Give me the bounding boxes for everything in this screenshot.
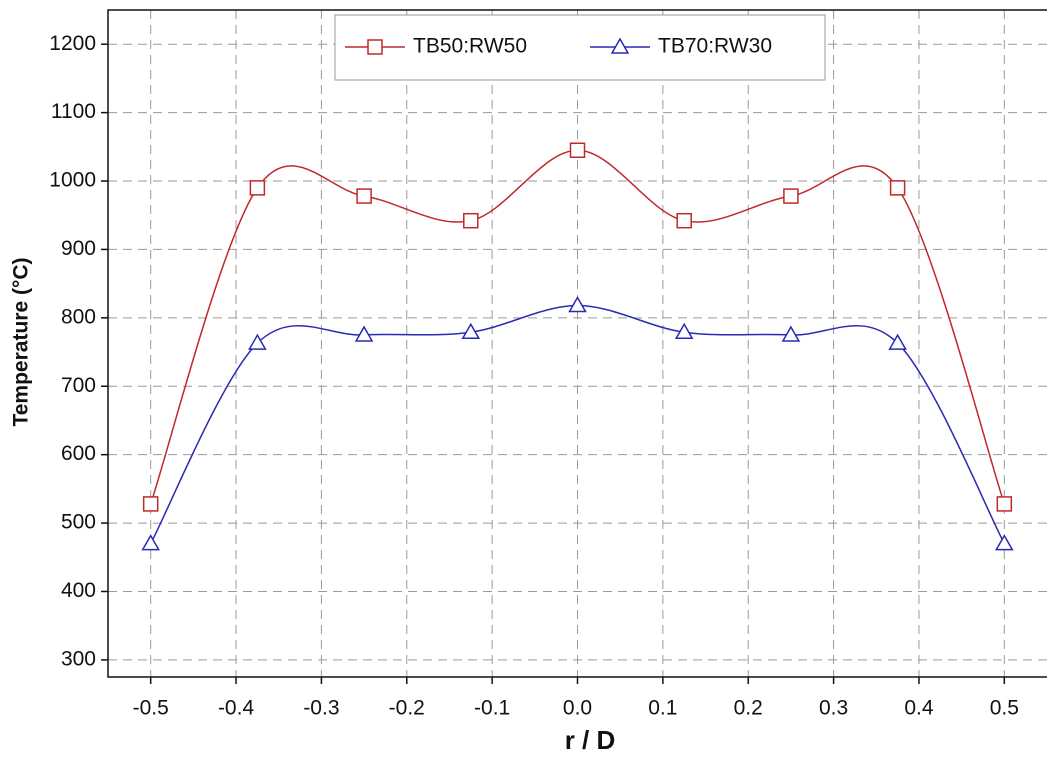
marker [569,142,586,158]
y-tick-label: 400 [61,579,96,602]
y-tick-label: 700 [61,374,96,397]
y-tick-label: 500 [61,511,96,534]
legend-marker [367,39,383,55]
x-tick-label: -0.4 [218,697,255,720]
x-axis-label: r / D [565,725,616,755]
x-tick-label: 0.2 [734,697,763,720]
x-tick-label: -0.3 [303,697,339,720]
axis-frame [107,9,1047,678]
marker [888,333,907,350]
x-tick-label: 0.4 [904,697,934,720]
legend-box [334,14,826,81]
marker [141,534,160,551]
y-tick-label: 900 [61,237,96,260]
y-tick-label: 600 [61,442,96,465]
marker [461,322,481,339]
x-tick-label: 0.1 [648,697,677,720]
marker [889,180,906,196]
x-tick-label: 0.5 [990,697,1019,720]
marker [783,188,799,204]
x-tick-label: 0.0 [563,697,592,720]
y-tick-label: 800 [61,305,96,328]
marker [248,333,267,350]
legend-marker [610,37,630,54]
marker [354,325,374,342]
y-tick-label: 1100 [51,100,96,123]
y-tick-label: 300 [61,647,96,670]
marker [568,296,587,313]
marker [996,496,1013,512]
marker [142,496,159,512]
x-tick-label: 0.3 [819,697,848,720]
y-axis-label: Temperature (°C) [10,257,33,426]
marker [995,534,1014,551]
x-tick-label: -0.1 [474,697,510,720]
legend: TB50:RW50 TB70:RW30 [334,14,826,81]
x-tick-label: -0.5 [133,697,169,720]
legend-label: TB70:RW30 [658,35,772,58]
marker [249,180,266,196]
x-tick-label: -0.2 [389,697,425,720]
marker [356,188,372,204]
y-tick-label: 1200 [49,32,96,55]
marker [674,322,694,339]
y-tick-label: 1000 [49,169,96,192]
marker [463,212,479,229]
legend-label: TB50:RW50 [413,35,527,58]
marker [781,325,801,342]
marker [676,212,692,229]
